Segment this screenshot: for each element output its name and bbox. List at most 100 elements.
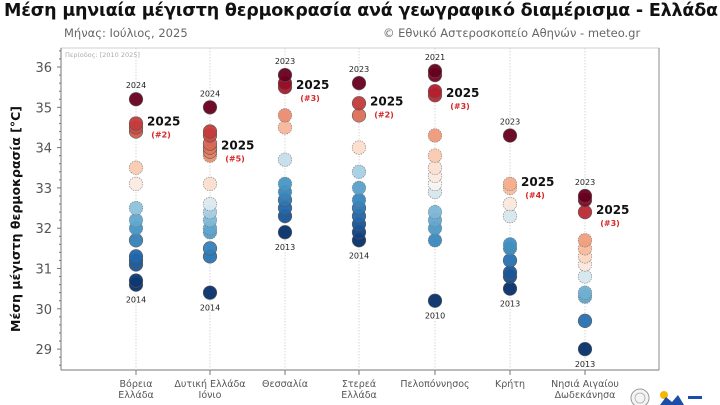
data-point	[202, 241, 218, 256]
data-point	[351, 164, 367, 179]
logos	[630, 388, 702, 405]
min-year-label: 2010	[425, 312, 445, 321]
y-tick-label: 29	[35, 343, 52, 358]
data-point	[128, 176, 144, 191]
data-point	[502, 196, 518, 212]
period-note: Περίοδος: [2010 2025]	[65, 51, 140, 59]
x-tick-label: Πελοπόννησος	[400, 379, 469, 390]
data-point	[128, 233, 144, 248]
x-tick-label: Νησιά Αιγαίου	[551, 379, 619, 390]
data-point	[202, 196, 218, 212]
data-point	[427, 160, 443, 175]
current-year-point	[351, 96, 367, 111]
current-year-label: 2025	[296, 78, 329, 92]
data-points	[128, 63, 593, 357]
axes: Περίοδος: [2010 2025] 29 30 31 32 33 34 35 36 Μέσ…	[8, 47, 660, 401]
y-tick-label: 33	[35, 182, 52, 197]
data-point	[502, 253, 518, 268]
x-tick-label: Βόρεια	[120, 379, 153, 390]
current-year-rank: (#5)	[225, 155, 245, 164]
data-point	[351, 192, 367, 208]
data-point	[128, 213, 144, 228]
x-tick-label: Δωδεκάνησα	[555, 390, 616, 401]
y-tick-label: 32	[35, 222, 52, 237]
y-tick-label: 30	[35, 303, 52, 318]
x-tick-label: Ελλάδα	[118, 390, 154, 401]
data-point	[577, 313, 593, 328]
data-point	[427, 204, 443, 220]
data-point	[277, 152, 293, 167]
data-point	[577, 269, 593, 284]
y-tick-label: 31	[35, 263, 52, 278]
y-tick-label: 34	[35, 142, 52, 157]
data-point	[202, 285, 218, 300]
data-point	[502, 237, 518, 252]
chart-title: Μέση μηνιαία μέγιστη θερμοκρασία ανά γεω…	[4, 1, 718, 21]
current-year-label: 2025	[596, 203, 629, 217]
current-year-point	[128, 116, 144, 131]
data-point	[577, 233, 593, 248]
data-point	[351, 108, 367, 123]
data-point	[502, 209, 518, 224]
current-year-point	[577, 204, 593, 220]
data-point	[128, 200, 144, 216]
data-point	[128, 273, 144, 288]
x-tick-label: Στερεά	[342, 379, 376, 390]
current-year-rank: (#2)	[151, 130, 171, 139]
data-point	[577, 285, 593, 300]
data-point	[277, 225, 293, 240]
data-point	[128, 92, 144, 107]
current-year-rank: (#3)	[600, 219, 620, 228]
data-point	[427, 84, 443, 99]
data-point	[202, 124, 218, 139]
min-year-label: 2014	[200, 304, 220, 313]
data-point	[351, 140, 367, 155]
min-year-label: 2013	[275, 243, 295, 252]
x-tick-label: Κρήτη	[495, 379, 525, 390]
x-tick-label: Ελλάδα	[341, 390, 377, 401]
data-point	[128, 160, 144, 175]
current-year-label: 2025	[370, 94, 403, 108]
data-point	[427, 233, 443, 248]
data-point	[351, 180, 367, 195]
data-point	[351, 76, 367, 91]
max-year-label: 2023	[275, 57, 295, 66]
min-year-label: 2014	[349, 251, 369, 260]
current-year-label: 2025	[221, 139, 254, 153]
current-year-rank: (#3)	[450, 102, 470, 111]
y-axis-label: Μέση μέγιστη θερμοκρασία [°C]	[8, 106, 23, 332]
max-year-label: 2023	[575, 178, 595, 187]
min-year-label: 2014	[126, 296, 146, 305]
data-point	[577, 342, 593, 357]
current-year-rank: (#2)	[374, 110, 394, 119]
max-year-label: 2024	[126, 81, 146, 90]
current-year-label: 2025	[147, 114, 180, 128]
current-year-rank: (#4)	[525, 191, 545, 200]
y-tick-label: 35	[35, 101, 52, 116]
data-point	[128, 249, 144, 264]
data-point	[577, 188, 593, 204]
data-point	[277, 120, 293, 135]
data-point	[502, 281, 518, 296]
noa-seal-logo	[630, 388, 650, 405]
max-year-label: 2023	[349, 65, 369, 74]
data-point	[502, 265, 518, 280]
max-year-label: 2023	[500, 118, 520, 127]
month-label: Μήνας: Ιούλιος, 2025	[64, 26, 188, 40]
meteo-logo	[660, 391, 702, 405]
data-point	[202, 176, 218, 191]
data-point	[427, 63, 443, 79]
x-tick-label: Θεσσαλία	[262, 379, 308, 390]
data-point	[427, 128, 443, 143]
max-year-label: 2024	[200, 89, 220, 98]
max-year-label: 2021	[425, 53, 445, 62]
x-tick-label: Δυτική Ελλάδα	[174, 379, 245, 390]
credit-label: © Εθνικό Αστεροσκοπείο Αθηνών - meteo.gr	[383, 26, 641, 40]
y-tick-label: 36	[35, 61, 52, 76]
data-point	[502, 128, 518, 143]
data-point	[427, 148, 443, 163]
current-year-rank: (#3)	[300, 94, 320, 103]
data-point	[202, 100, 218, 115]
data-point	[277, 176, 293, 191]
